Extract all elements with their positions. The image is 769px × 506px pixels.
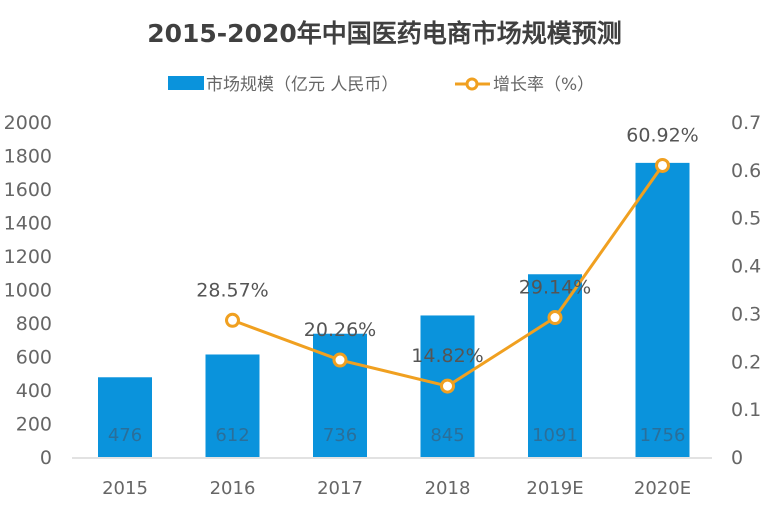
left-tick-label: 0 xyxy=(40,447,52,469)
bar xyxy=(205,354,260,457)
bar-value-label: 1756 xyxy=(640,425,686,446)
x-tick-label: 2018 xyxy=(425,478,471,499)
chart-title: 2015-2020年中国医药电商市场规模预测 xyxy=(147,19,622,48)
bar-value-label: 1091 xyxy=(532,425,578,446)
left-tick-label: 1600 xyxy=(4,179,52,201)
growth-point xyxy=(440,378,455,394)
growth-point xyxy=(655,157,670,173)
bar xyxy=(98,377,152,457)
growth-value-label: 20.26% xyxy=(304,319,376,341)
left-tick-label: 1800 xyxy=(4,146,52,168)
right-tick-label: 0.3 xyxy=(731,303,761,325)
legend-bar-label: 市场规模（亿元 人民币） xyxy=(206,75,398,95)
bar-value-label: 845 xyxy=(430,425,464,446)
growth-value-label: 14.82% xyxy=(411,345,483,367)
left-tick-label: 2000 xyxy=(4,112,52,134)
x-tick-label: 2016 xyxy=(210,478,256,499)
bar-value-label: 612 xyxy=(215,425,249,446)
left-tick-label: 800 xyxy=(16,313,52,335)
left-tick-label: 200 xyxy=(16,414,52,436)
growth-value-label: 28.57% xyxy=(196,279,268,301)
growth-value-label: 29.14% xyxy=(519,277,591,299)
left-tick-label: 1200 xyxy=(4,246,52,268)
right-tick-label: 0.5 xyxy=(731,208,761,230)
x-tick-label: 2019E xyxy=(526,478,583,499)
legend-bar-swatch xyxy=(168,76,204,90)
bar-value-label: 736 xyxy=(323,425,357,446)
legend-line-label: 增长率（%） xyxy=(493,75,594,95)
right-tick-label: 0 xyxy=(731,447,743,469)
bar xyxy=(635,162,690,457)
legend-line-marker xyxy=(465,77,479,91)
x-tick-label: 2017 xyxy=(317,478,363,499)
left-tick-label: 1000 xyxy=(4,280,52,302)
right-tick-label: 0.1 xyxy=(731,399,761,421)
growth-point xyxy=(225,312,240,328)
left-tick-label: 400 xyxy=(16,380,52,402)
growth-point xyxy=(332,352,348,368)
x-tick-label: 2020E xyxy=(634,478,691,499)
left-tick-label: 600 xyxy=(16,347,52,369)
right-tick-label: 0.2 xyxy=(731,351,761,373)
growth-point xyxy=(547,310,563,326)
x-tick-label: 2015 xyxy=(102,478,148,499)
left-tick-label: 1400 xyxy=(4,213,52,235)
growth-value-label: 60.92% xyxy=(626,124,698,146)
right-tick-label: 0.7 xyxy=(731,112,761,134)
bar xyxy=(528,274,582,457)
right-tick-label: 0.6 xyxy=(731,160,761,182)
right-tick-label: 0.4 xyxy=(731,256,761,278)
bar-value-label: 476 xyxy=(108,425,142,446)
